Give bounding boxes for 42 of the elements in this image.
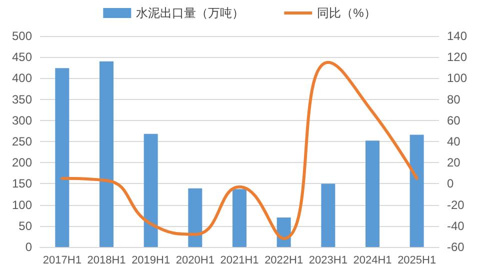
- bar: [188, 188, 202, 247]
- y2-tick-label: 100: [447, 71, 468, 86]
- x-tick-label: 2021H1: [220, 254, 259, 266]
- bar: [366, 140, 380, 247]
- y2-tick-label: 40: [447, 134, 461, 148]
- line-series: [60, 60, 418, 240]
- y-tick-label: 150: [12, 176, 32, 191]
- x-tick-label: 2020H1: [176, 254, 214, 266]
- legend-label: 同比（%）: [317, 6, 376, 20]
- y-tick-label: 100: [12, 198, 32, 212]
- y2-tick-label: 140: [447, 29, 468, 43]
- y2-tick-label: 20: [447, 156, 461, 170]
- y-tick-label: 50: [18, 218, 32, 233]
- bar: [321, 184, 336, 247]
- y-tick-label: 400: [12, 71, 32, 86]
- y2-tick-label: -20: [447, 198, 465, 212]
- x-tick-label: 2019H1: [132, 254, 170, 266]
- x-tick-label: 2018H1: [87, 254, 126, 266]
- x-tick-label: 2023H1: [308, 254, 348, 266]
- y-tick-label: 350: [12, 92, 32, 106]
- x-tick-label: 2025H1: [398, 254, 436, 266]
- legend-label: 水泥出口量（万吨）: [136, 6, 244, 20]
- bar: [100, 61, 114, 247]
- y-tick-label: 500: [12, 29, 32, 43]
- y-tick-label: 200: [12, 156, 32, 170]
- bar: [55, 68, 70, 247]
- y-tick-label: 300: [12, 113, 32, 128]
- x-tick-label: 2017H1: [42, 254, 82, 266]
- y-tick-label: 250: [12, 134, 32, 148]
- y2-tick-label: 60: [447, 113, 461, 128]
- y-tick-label: 0: [25, 240, 32, 254]
- y2-tick-label: -40: [447, 218, 465, 233]
- x-tick-label: 2024H1: [353, 254, 392, 266]
- y2-tick-label: 0: [447, 176, 454, 191]
- y2-tick-label: 120: [447, 50, 468, 64]
- y2-tick-label: 80: [447, 92, 461, 106]
- x-tick-label: 2022H1: [264, 254, 304, 266]
- bar: [144, 134, 158, 247]
- y2-tick-label: -60: [447, 240, 465, 254]
- bar: [410, 134, 424, 247]
- y-tick-label: 450: [12, 50, 32, 64]
- bar: [232, 189, 246, 247]
